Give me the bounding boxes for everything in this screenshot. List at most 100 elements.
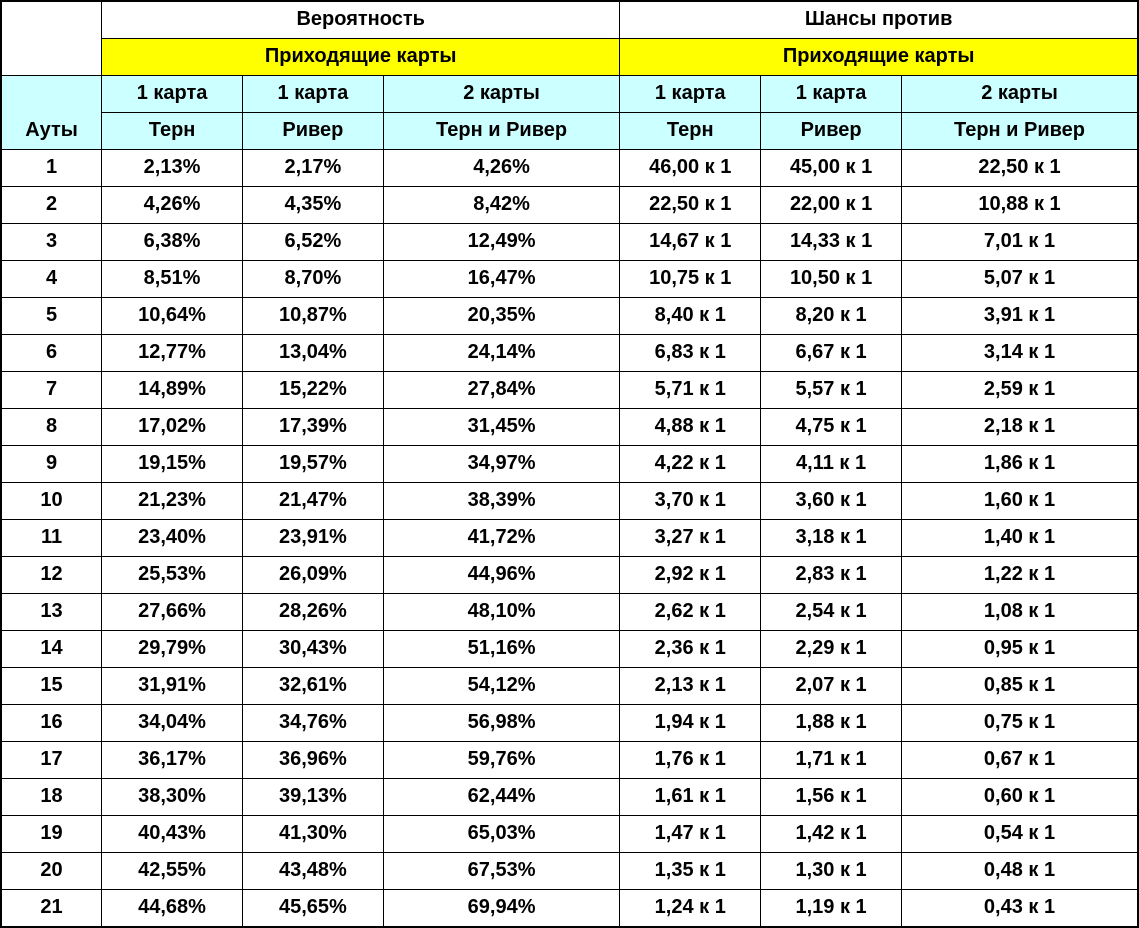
cell-o_river: 3,18 к 1 — [761, 520, 902, 557]
cell-o_both: 1,22 к 1 — [902, 557, 1138, 594]
header-col3-bot: Терн и Ривер — [383, 113, 619, 150]
header-probability: Вероятность — [102, 1, 620, 39]
cell-o_turn: 1,61 к 1 — [620, 779, 761, 816]
cell-p_both: 38,39% — [383, 483, 619, 520]
cell-outs: 20 — [1, 853, 102, 890]
cell-p_turn: 10,64% — [102, 298, 243, 335]
header-odds-against: Шансы против — [620, 1, 1138, 39]
cell-o_both: 0,75 к 1 — [902, 705, 1138, 742]
cell-o_turn: 1,76 к 1 — [620, 742, 761, 779]
cell-p_both: 24,14% — [383, 335, 619, 372]
header-col6-top: 2 карты — [902, 76, 1138, 113]
cell-o_river: 3,60 к 1 — [761, 483, 902, 520]
header-col2-bot: Ривер — [242, 113, 383, 150]
table-row: 1736,17%36,96%59,76%1,76 к 11,71 к 10,67… — [1, 742, 1138, 779]
cell-o_river: 45,00 к 1 — [761, 150, 902, 187]
cell-p_river: 13,04% — [242, 335, 383, 372]
cell-p_both: 65,03% — [383, 816, 619, 853]
table-row: 36,38%6,52%12,49%14,67 к 114,33 к 17,01 … — [1, 224, 1138, 261]
cell-p_river: 30,43% — [242, 631, 383, 668]
cell-o_both: 3,91 к 1 — [902, 298, 1138, 335]
table-row: 2144,68%45,65%69,94%1,24 к 11,19 к 10,43… — [1, 890, 1138, 928]
cell-outs: 1 — [1, 150, 102, 187]
cell-p_river: 4,35% — [242, 187, 383, 224]
cell-p_turn: 21,23% — [102, 483, 243, 520]
cell-p_both: 34,97% — [383, 446, 619, 483]
table-row: 1123,40%23,91%41,72%3,27 к 13,18 к 11,40… — [1, 520, 1138, 557]
cell-o_turn: 6,83 к 1 — [620, 335, 761, 372]
cell-p_river: 8,70% — [242, 261, 383, 298]
cell-outs: 7 — [1, 372, 102, 409]
header-col1-bot: Терн — [102, 113, 243, 150]
cell-o_turn: 10,75 к 1 — [620, 261, 761, 298]
cell-p_river: 26,09% — [242, 557, 383, 594]
cell-o_river: 2,54 к 1 — [761, 594, 902, 631]
cell-o_turn: 14,67 к 1 — [620, 224, 761, 261]
cell-outs: 5 — [1, 298, 102, 335]
cell-p_turn: 27,66% — [102, 594, 243, 631]
cell-outs: 9 — [1, 446, 102, 483]
header-col5-bot: Ривер — [761, 113, 902, 150]
cell-outs: 11 — [1, 520, 102, 557]
header-col2-top: 1 карта — [242, 76, 383, 113]
cell-p_both: 41,72% — [383, 520, 619, 557]
cell-p_river: 2,17% — [242, 150, 383, 187]
table-row: 48,51%8,70%16,47%10,75 к 110,50 к 15,07 … — [1, 261, 1138, 298]
table-body: 12,13%2,17%4,26%46,00 к 145,00 к 122,50 … — [1, 150, 1138, 928]
table-row: 12,13%2,17%4,26%46,00 к 145,00 к 122,50 … — [1, 150, 1138, 187]
cell-o_turn: 2,62 к 1 — [620, 594, 761, 631]
cell-p_river: 15,22% — [242, 372, 383, 409]
cell-outs: 21 — [1, 890, 102, 928]
cell-p_turn: 12,77% — [102, 335, 243, 372]
table-row: 1429,79%30,43%51,16%2,36 к 12,29 к 10,95… — [1, 631, 1138, 668]
cell-o_turn: 5,71 к 1 — [620, 372, 761, 409]
cell-o_river: 1,30 к 1 — [761, 853, 902, 890]
table-row: 510,64%10,87%20,35%8,40 к 18,20 к 13,91 … — [1, 298, 1138, 335]
header-incoming-cards-left: Приходящие карты — [102, 39, 620, 76]
table-row: 1838,30%39,13%62,44%1,61 к 11,56 к 10,60… — [1, 779, 1138, 816]
cell-p_turn: 4,26% — [102, 187, 243, 224]
table-row: 1327,66%28,26%48,10%2,62 к 12,54 к 11,08… — [1, 594, 1138, 631]
cell-o_both: 0,54 к 1 — [902, 816, 1138, 853]
cell-p_turn: 19,15% — [102, 446, 243, 483]
cell-outs: 14 — [1, 631, 102, 668]
header-blank — [1, 1, 102, 76]
cell-p_turn: 31,91% — [102, 668, 243, 705]
cell-o_river: 14,33 к 1 — [761, 224, 902, 261]
cell-o_turn: 2,92 к 1 — [620, 557, 761, 594]
header-col6-bot: Терн и Ривер — [902, 113, 1138, 150]
cell-o_river: 1,19 к 1 — [761, 890, 902, 928]
cell-p_both: 59,76% — [383, 742, 619, 779]
cell-o_both: 1,60 к 1 — [902, 483, 1138, 520]
outs-odds-table: Вероятность Шансы против Приходящие карт… — [0, 0, 1139, 928]
cell-p_turn: 42,55% — [102, 853, 243, 890]
table-row: 1634,04%34,76%56,98%1,94 к 11,88 к 10,75… — [1, 705, 1138, 742]
cell-p_turn: 36,17% — [102, 742, 243, 779]
cell-p_both: 51,16% — [383, 631, 619, 668]
cell-p_river: 21,47% — [242, 483, 383, 520]
cell-p_both: 54,12% — [383, 668, 619, 705]
cell-p_turn: 34,04% — [102, 705, 243, 742]
cell-o_river: 1,42 к 1 — [761, 816, 902, 853]
cell-o_river: 1,71 к 1 — [761, 742, 902, 779]
table-header: Вероятность Шансы против Приходящие карт… — [1, 1, 1138, 150]
cell-o_turn: 2,13 к 1 — [620, 668, 761, 705]
cell-o_both: 0,48 к 1 — [902, 853, 1138, 890]
header-col4-bot: Терн — [620, 113, 761, 150]
cell-outs: 8 — [1, 409, 102, 446]
cell-o_river: 2,83 к 1 — [761, 557, 902, 594]
cell-o_turn: 22,50 к 1 — [620, 187, 761, 224]
cell-p_both: 4,26% — [383, 150, 619, 187]
cell-outs: 2 — [1, 187, 102, 224]
table-row: 2042,55%43,48%67,53%1,35 к 11,30 к 10,48… — [1, 853, 1138, 890]
cell-o_river: 10,50 к 1 — [761, 261, 902, 298]
cell-p_river: 39,13% — [242, 779, 383, 816]
cell-p_river: 34,76% — [242, 705, 383, 742]
cell-o_both: 0,85 к 1 — [902, 668, 1138, 705]
cell-o_both: 1,86 к 1 — [902, 446, 1138, 483]
cell-o_both: 3,14 к 1 — [902, 335, 1138, 372]
cell-o_river: 5,57 к 1 — [761, 372, 902, 409]
cell-p_both: 67,53% — [383, 853, 619, 890]
table-row: 1225,53%26,09%44,96%2,92 к 12,83 к 11,22… — [1, 557, 1138, 594]
cell-p_both: 56,98% — [383, 705, 619, 742]
